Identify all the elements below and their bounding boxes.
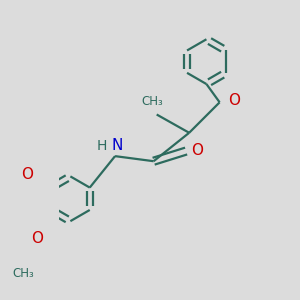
Text: H: H [97, 139, 107, 153]
Text: O: O [31, 231, 43, 246]
Text: N: N [111, 139, 123, 154]
Text: CH₃: CH₃ [142, 95, 164, 108]
Text: O: O [191, 142, 203, 158]
Text: O: O [228, 93, 240, 108]
Text: O: O [21, 167, 33, 182]
Text: CH₃: CH₃ [13, 267, 34, 280]
